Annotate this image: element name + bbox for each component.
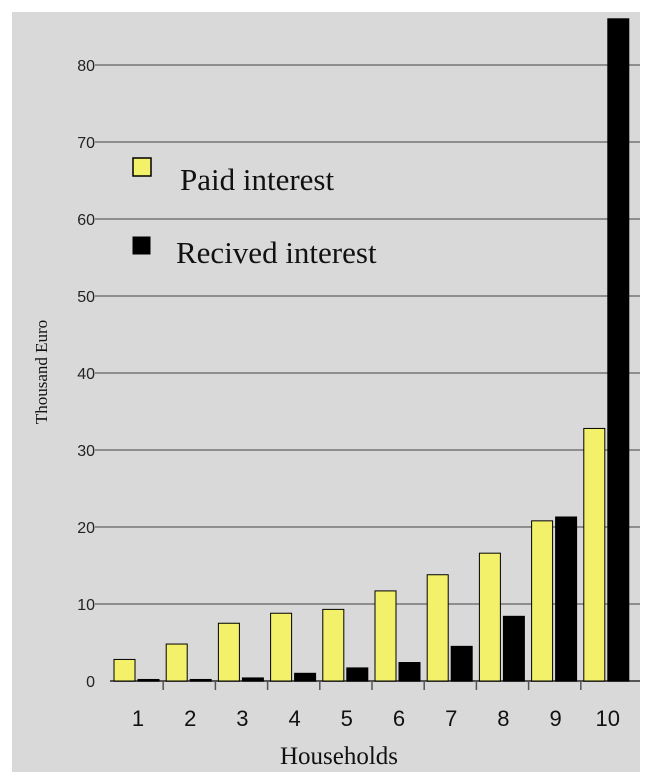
y-tick-label: 30 <box>77 443 95 460</box>
y-tick-label: 10 <box>77 597 95 614</box>
bar-paid-5 <box>322 608 345 682</box>
bar-received-8 <box>502 615 525 682</box>
y-tick-label: 70 <box>77 135 95 152</box>
legend: Paid interest Recived interest <box>132 157 377 270</box>
bar-paid-9 <box>531 520 554 682</box>
y-axis-label: Thousand Euro <box>32 320 51 424</box>
x-tick-labels: 1 2 3 4 5 6 7 8 9 10 <box>132 706 620 731</box>
y-tick-label: 0 <box>86 674 95 691</box>
bars <box>113 18 630 682</box>
y-tick-label: 80 <box>77 58 95 75</box>
x-tick-label: 2 <box>184 706 196 731</box>
bar-paid-4 <box>270 612 293 682</box>
bar-received-4 <box>294 672 317 682</box>
bar-received-6 <box>398 662 421 682</box>
bar-received-7 <box>450 645 473 682</box>
x-tick-label: 3 <box>236 706 248 731</box>
x-axis-label: Households <box>280 743 398 770</box>
x-tick-label: 8 <box>497 706 509 731</box>
x-tick-label: 9 <box>549 706 561 731</box>
legend-label-received: Recived interest <box>176 235 377 270</box>
x-tick-label: 4 <box>288 706 300 731</box>
bar-paid-3 <box>217 622 240 682</box>
y-tick-labels: 0 10 20 30 40 50 60 70 80 <box>77 58 95 691</box>
legend-swatch-received <box>132 236 151 255</box>
x-tick-label: 7 <box>445 706 457 731</box>
bar-paid-8 <box>478 552 501 682</box>
y-tick-label: 50 <box>77 289 95 306</box>
x-tick-label: 10 <box>596 706 620 731</box>
bar-paid-7 <box>426 574 449 682</box>
x-tick-marks <box>162 681 582 690</box>
bar-received-3 <box>241 677 264 682</box>
y-tick-label: 40 <box>77 366 95 383</box>
bar-paid-1 <box>113 658 136 682</box>
x-tick-label: 6 <box>393 706 405 731</box>
bar-paid-10 <box>583 427 606 682</box>
bar-paid-6 <box>374 590 397 682</box>
bar-received-2 <box>189 678 212 682</box>
x-tick-label: 1 <box>132 706 144 731</box>
bar-received-10 <box>607 18 630 682</box>
bar-received-9 <box>555 516 578 682</box>
y-tick-label: 60 <box>77 212 95 229</box>
y-tick-label: 20 <box>77 520 95 537</box>
legend-label-paid: Paid interest <box>180 162 334 197</box>
grid <box>95 64 640 605</box>
legend-swatch-paid <box>132 157 152 177</box>
bar-received-5 <box>346 667 369 682</box>
x-tick-label: 5 <box>341 706 353 731</box>
bar-received-1 <box>137 678 160 682</box>
bar-paid-2 <box>165 643 188 682</box>
